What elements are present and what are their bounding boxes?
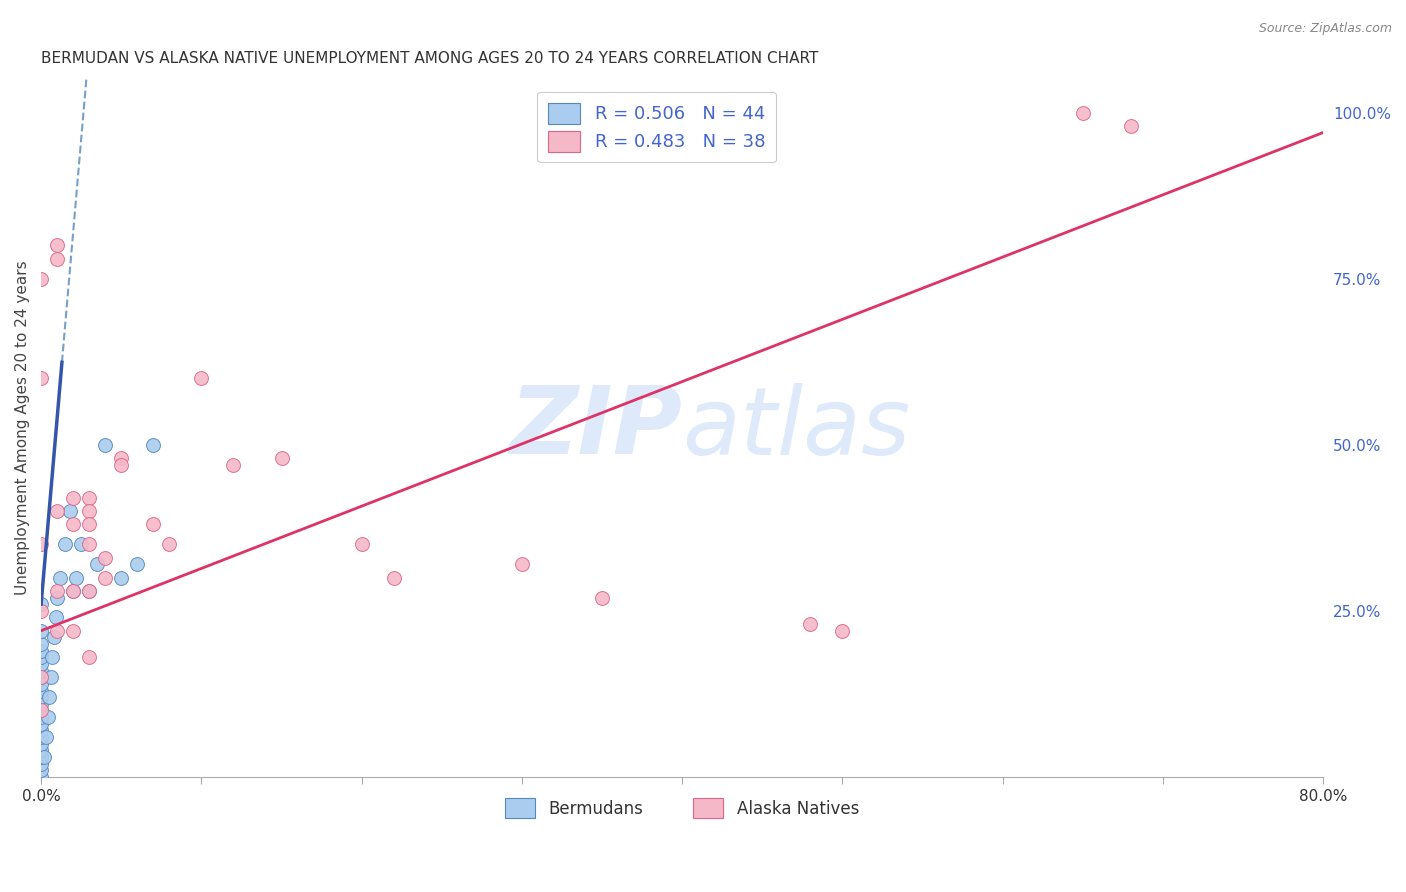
Point	[77, 583, 100, 598]
Text: ZIP: ZIP	[509, 382, 682, 475]
Point	[30, 703, 52, 717]
Point	[77, 504, 100, 518]
Point	[39, 670, 62, 684]
Point	[127, 558, 149, 572]
Point	[1119, 119, 1142, 133]
Point	[222, 458, 245, 472]
Point	[591, 591, 613, 605]
Point	[1071, 105, 1094, 120]
Point	[30, 657, 52, 671]
Point	[62, 583, 84, 598]
Point	[46, 252, 69, 266]
Point	[30, 770, 52, 784]
Point	[46, 583, 69, 598]
Point	[62, 491, 84, 505]
Point	[30, 597, 52, 611]
Point	[30, 670, 52, 684]
Point	[30, 710, 52, 724]
Point	[30, 683, 52, 698]
Point	[37, 710, 59, 724]
Point	[49, 571, 72, 585]
Point	[30, 637, 52, 651]
Point	[157, 537, 180, 551]
Point	[41, 650, 63, 665]
Point	[30, 697, 52, 711]
Point	[77, 583, 100, 598]
Point	[30, 690, 52, 705]
Point	[53, 537, 76, 551]
Point	[86, 558, 108, 572]
Point	[142, 517, 165, 532]
Y-axis label: Unemployment Among Ages 20 to 24 years: Unemployment Among Ages 20 to 24 years	[15, 260, 30, 596]
Point	[350, 537, 373, 551]
Point	[30, 670, 52, 684]
Point	[94, 438, 117, 452]
Point	[30, 723, 52, 738]
Point	[30, 756, 52, 771]
Point	[30, 604, 52, 618]
Text: BERMUDAN VS ALASKA NATIVE UNEMPLOYMENT AMONG AGES 20 TO 24 YEARS CORRELATION CHA: BERMUDAN VS ALASKA NATIVE UNEMPLOYMENT A…	[41, 51, 818, 66]
Text: Source: ZipAtlas.com: Source: ZipAtlas.com	[1258, 22, 1392, 36]
Point	[77, 650, 100, 665]
Point	[270, 450, 292, 465]
Point	[65, 571, 87, 585]
Point	[46, 591, 69, 605]
Point	[30, 371, 52, 385]
Point	[62, 517, 84, 532]
Point	[30, 271, 52, 285]
Legend: Bermudans, Alaska Natives: Bermudans, Alaska Natives	[499, 792, 866, 824]
Point	[799, 617, 821, 632]
Point	[30, 716, 52, 731]
Point	[30, 664, 52, 678]
Point	[46, 624, 69, 638]
Point	[77, 537, 100, 551]
Point	[110, 571, 132, 585]
Point	[110, 450, 132, 465]
Point	[30, 763, 52, 777]
Point	[94, 571, 117, 585]
Point	[70, 537, 93, 551]
Point	[30, 737, 52, 751]
Point	[77, 517, 100, 532]
Point	[62, 583, 84, 598]
Point	[44, 610, 66, 624]
Point	[59, 504, 82, 518]
Point	[46, 504, 69, 518]
Point	[30, 537, 52, 551]
Point	[34, 750, 56, 764]
Point	[30, 750, 52, 764]
Point	[382, 571, 405, 585]
Point	[190, 371, 212, 385]
Text: atlas: atlas	[682, 383, 911, 474]
Point	[30, 643, 52, 657]
Point	[110, 458, 132, 472]
Point	[77, 491, 100, 505]
Point	[94, 550, 117, 565]
Point	[510, 558, 533, 572]
Point	[30, 703, 52, 717]
Point	[30, 730, 52, 744]
Point	[62, 624, 84, 638]
Point	[30, 677, 52, 691]
Point	[38, 690, 60, 705]
Point	[42, 631, 65, 645]
Point	[142, 438, 165, 452]
Point	[30, 650, 52, 665]
Point	[831, 624, 853, 638]
Point	[35, 730, 58, 744]
Point	[30, 624, 52, 638]
Point	[46, 238, 69, 252]
Point	[30, 743, 52, 757]
